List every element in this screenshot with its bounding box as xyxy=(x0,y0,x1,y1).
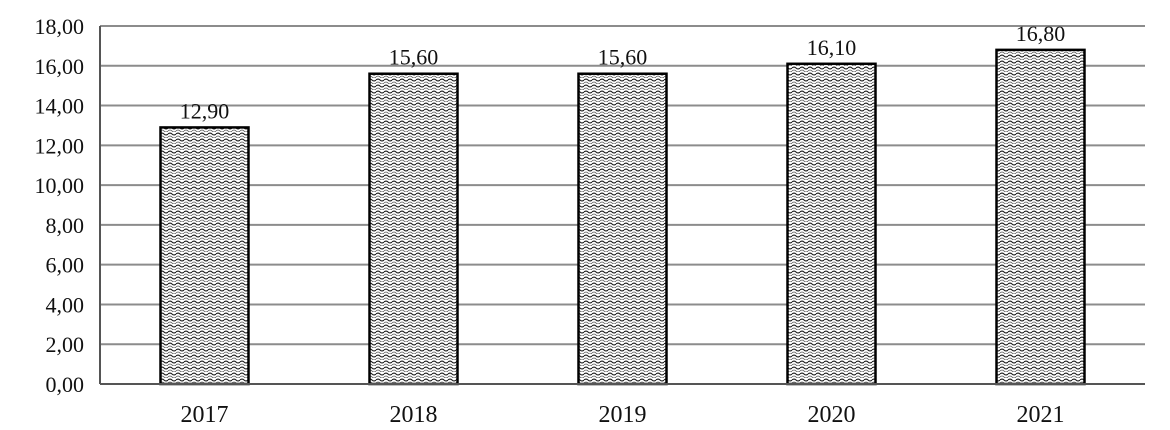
x-tick-label-2017: 2017 xyxy=(181,402,229,428)
y-tick-label: 8,00 xyxy=(46,213,85,238)
bar-2020 xyxy=(786,62,877,386)
x-tick-label-2018: 2018 xyxy=(390,402,438,428)
bar-2021 xyxy=(995,48,1086,386)
axes xyxy=(99,26,1145,385)
bars xyxy=(159,48,1086,386)
data-label-2021: 16,80 xyxy=(1016,21,1066,46)
data-label-2020: 16,10 xyxy=(807,35,857,60)
data-label-2019: 15,60 xyxy=(598,45,648,70)
x-tick-label-2019: 2019 xyxy=(599,402,647,428)
y-tick-label: 10,00 xyxy=(35,173,85,198)
y-tick-label: 4,00 xyxy=(46,292,85,317)
y-tick-label: 16,00 xyxy=(35,54,85,79)
bar-2019 xyxy=(577,72,668,386)
y-tick-label: 0,00 xyxy=(46,372,85,397)
x-tick-label-2021: 2021 xyxy=(1017,402,1065,428)
bar-2017 xyxy=(159,126,250,386)
x-tick-label-2020: 2020 xyxy=(808,402,856,428)
bar-2018 xyxy=(368,72,459,386)
y-tick-label: 2,00 xyxy=(46,332,85,357)
y-tick-label: 14,00 xyxy=(35,94,85,119)
data-label-2017: 12,90 xyxy=(180,98,230,123)
data-label-2018: 15,60 xyxy=(389,45,439,70)
y-tick-label: 6,00 xyxy=(46,253,85,278)
labels: 0,00 2,00 4,00 6,00 8,00 10,00 12,00 14,00 16,00… xyxy=(35,14,1066,428)
y-tick-label: 18,00 xyxy=(35,14,85,39)
y-tick-label: 12,00 xyxy=(35,133,85,158)
